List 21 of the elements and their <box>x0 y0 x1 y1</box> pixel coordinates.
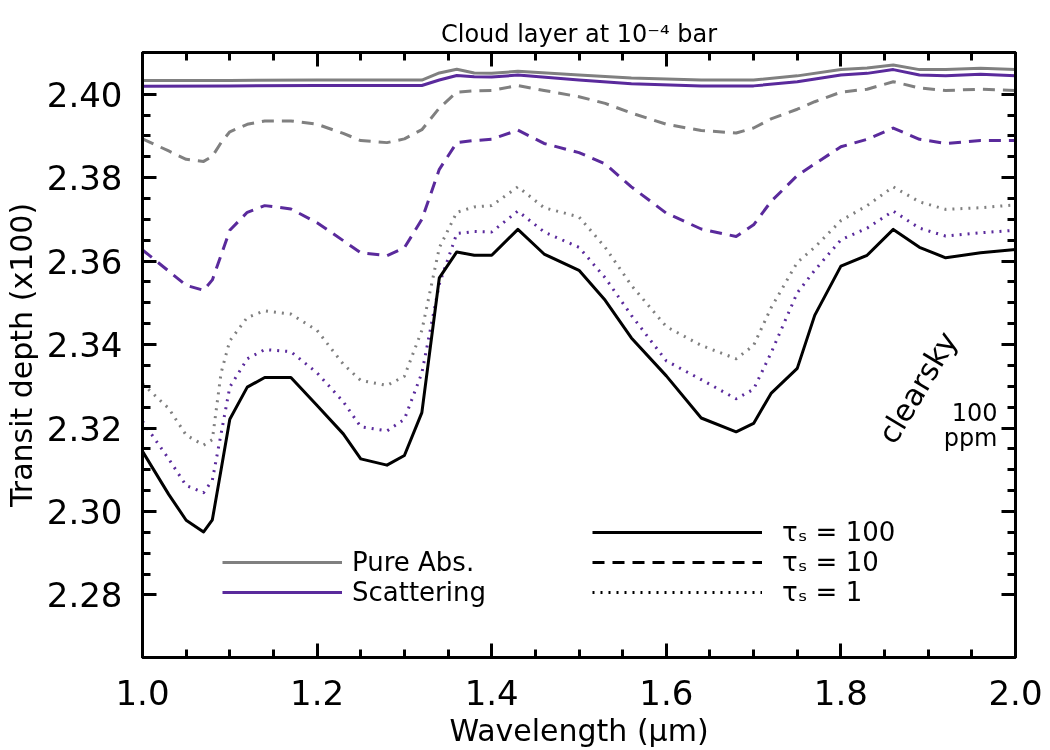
x-tick-label: 1.6 <box>639 672 694 713</box>
y-tick-label: 2.36 <box>46 241 123 282</box>
x-tick-label: 1.8 <box>813 672 868 713</box>
annotation: τₛ = 10 <box>782 547 879 577</box>
y-tick-label: 2.34 <box>46 325 123 366</box>
annotation: τₛ = 1 <box>782 577 863 607</box>
legend-label: Scattering <box>352 577 487 607</box>
x-tick-label: 1.0 <box>115 672 170 713</box>
x-tick-label: 1.4 <box>464 672 519 713</box>
x-axis-title: Wavelength (μm) <box>449 712 709 748</box>
annotation: τₛ = 100 <box>782 517 896 547</box>
y-tick-label: 2.28 <box>46 575 123 616</box>
legend-label: Pure Abs. <box>352 547 475 577</box>
y-tick-label: 2.38 <box>46 158 123 199</box>
x-tick-label: 1.2 <box>290 672 345 713</box>
chart-title: Cloud layer at 10⁻⁴ bar <box>440 19 718 48</box>
y-tick-label: 2.32 <box>46 408 123 449</box>
y-tick-label: 2.30 <box>46 491 123 532</box>
x-tick-label: 2.0 <box>988 672 1043 713</box>
y-tick-label: 2.40 <box>46 74 123 115</box>
y-axis-title: Transit depth (x100) <box>3 202 39 509</box>
